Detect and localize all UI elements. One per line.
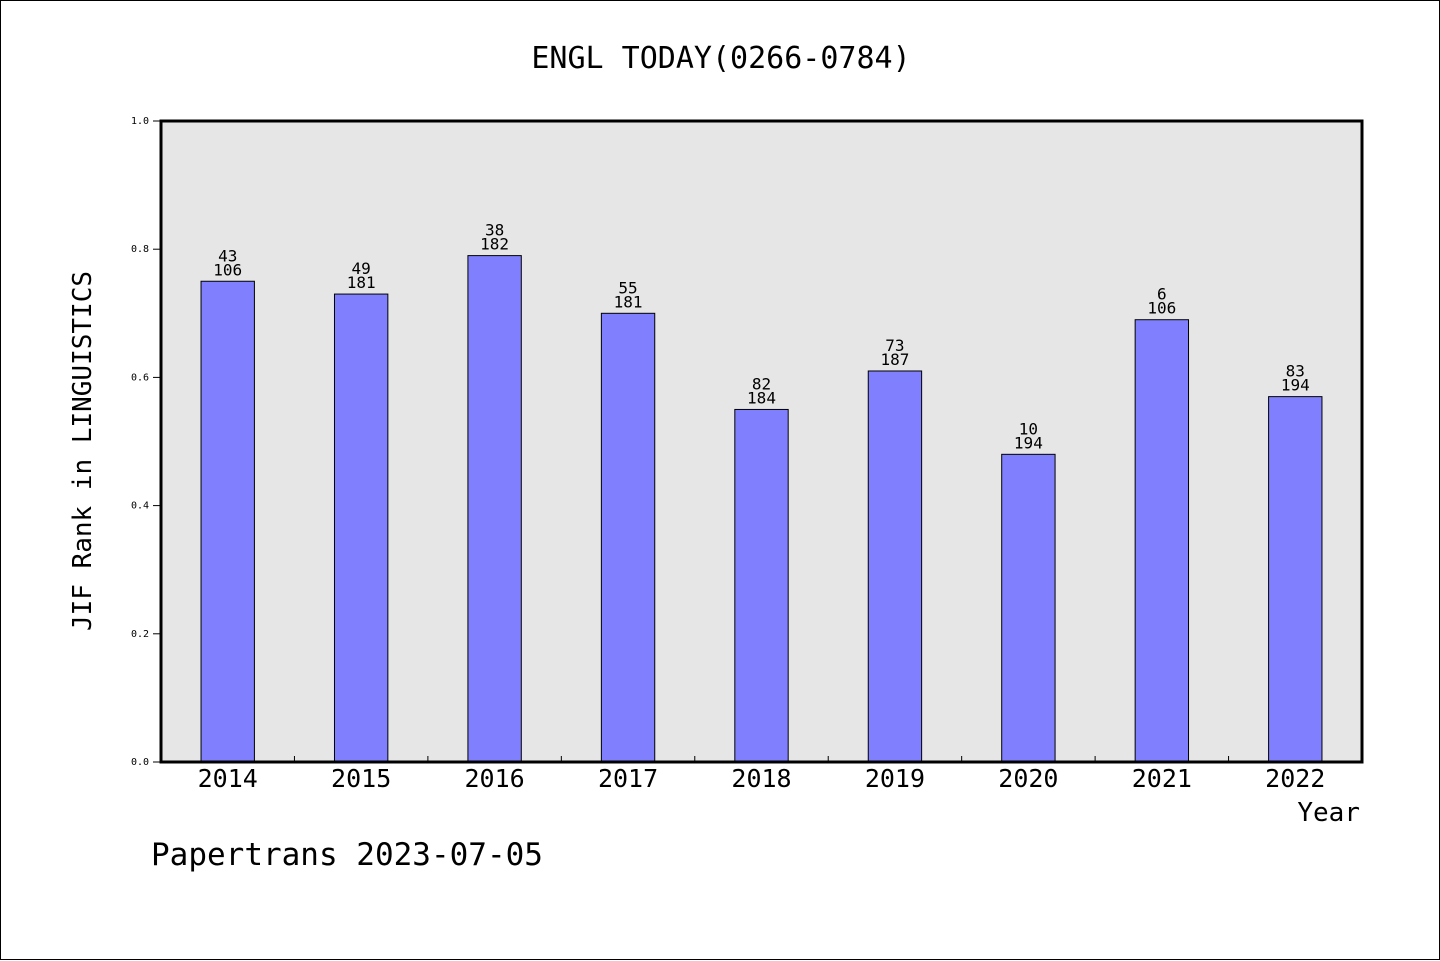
bar-total-label-2015: 181 — [347, 273, 376, 292]
bar-rank-label-2016: 38 — [485, 221, 504, 240]
bar-total-label-2021: 106 — [1147, 299, 1176, 318]
x-tick-label-2014: 2014 — [198, 764, 258, 793]
x-axis: 2014 2015 2016 2017 2018 2019 2020 2021 2022 — [198, 756, 1325, 793]
bar-2020 — [1001, 453, 1056, 763]
bar-2015 — [333, 293, 389, 763]
bars-group — [200, 255, 1323, 763]
bar-2021 — [1134, 319, 1190, 763]
y-tick-label-0.4: 0.4 — [131, 501, 149, 512]
x-tick-label-2016: 2016 — [465, 764, 525, 793]
bar-2022 — [1268, 396, 1323, 763]
x-axis-label: Year — [1297, 798, 1360, 828]
bar-rank-label-2021: 6 — [1157, 285, 1167, 304]
source-footer: Papertrans 2023-07-05 — [151, 837, 543, 873]
bar-2018 — [734, 408, 789, 763]
bar-total-label-2018: 184 — [747, 388, 776, 407]
bar-2017 — [600, 312, 656, 763]
bar-total-label-2020: 194 — [1014, 433, 1043, 452]
x-tick-label-2022: 2022 — [1265, 764, 1325, 793]
x-tick-label-2019: 2019 — [865, 764, 925, 793]
x-tick-label-2020: 2020 — [998, 764, 1058, 793]
bar-2019 — [867, 370, 923, 763]
bar-2014 — [200, 280, 255, 763]
plot-border — [159, 119, 1364, 764]
bar-total-label-2019: 187 — [880, 350, 909, 369]
bar-rank-label-2017: 55 — [618, 278, 637, 297]
bar-total-label-2014: 106 — [213, 260, 242, 279]
y-tick-label-0.8: 0.8 — [131, 244, 149, 255]
y-tick-label-0.2: 0.2 — [131, 629, 149, 640]
bar-2016 — [467, 255, 522, 763]
y-tick-label-1.0: 1.0 — [131, 116, 149, 127]
y-axis-label: JIF Rank in LINGUISTICS — [68, 271, 98, 631]
bar-total-label-2017: 181 — [614, 292, 643, 311]
bar-total-label-2016: 182 — [480, 235, 509, 254]
bar-rank-label-2022: 83 — [1286, 362, 1305, 381]
chart-title: ENGL TODAY(0266-0784) — [531, 41, 910, 76]
x-tick-label-2021: 2021 — [1132, 764, 1192, 793]
y-axis: 0.0 0.2 0.4 0.6 0.8 1.0 — [131, 116, 161, 768]
bar-rank-label-2018: 82 — [752, 374, 771, 393]
bar-rank-label-2014: 43 — [218, 246, 237, 265]
x-tick-label-2015: 2015 — [331, 764, 391, 793]
bar-rank-label-2019: 73 — [885, 336, 904, 355]
x-tick-label-2017: 2017 — [598, 764, 658, 793]
bar-rank-label-2020: 10 — [1019, 419, 1038, 438]
x-tick-label-2018: 2018 — [731, 764, 791, 793]
bar-rank-label-2015: 49 — [352, 259, 371, 278]
y-tick-label-0.0: 0.0 — [131, 757, 149, 768]
y-tick-label-0.6: 0.6 — [131, 372, 149, 383]
bar-total-label-2022: 194 — [1281, 376, 1310, 395]
